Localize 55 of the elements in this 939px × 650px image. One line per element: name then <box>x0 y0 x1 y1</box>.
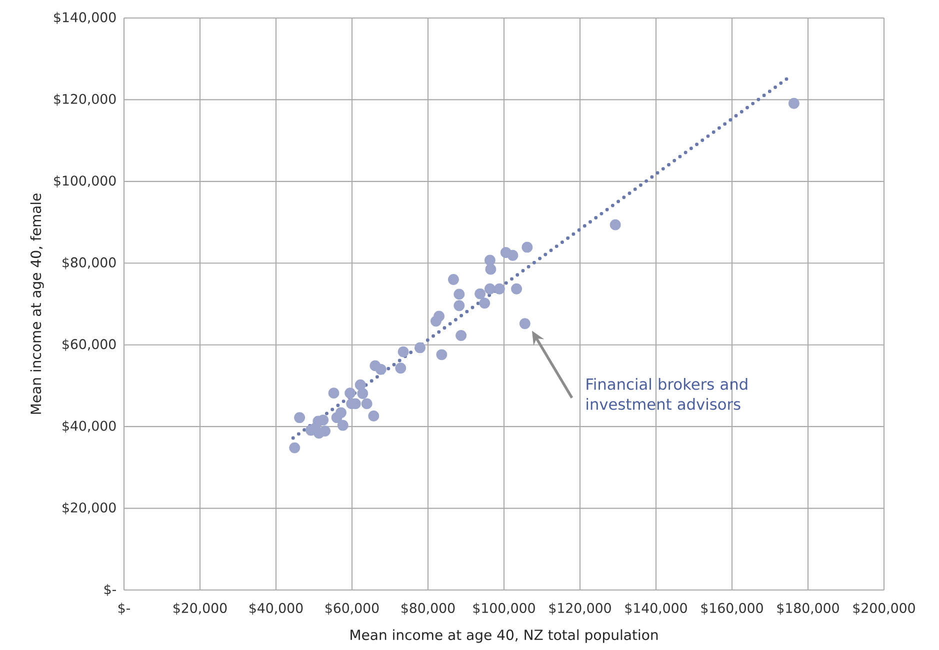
point <box>357 388 368 399</box>
point <box>336 407 346 418</box>
point <box>456 330 467 341</box>
x-tick-label: $60,000 <box>326 602 379 615</box>
y-tick-label: $100,000 <box>54 175 116 188</box>
point <box>395 362 406 374</box>
point <box>375 364 386 375</box>
point <box>294 412 306 424</box>
point <box>485 264 496 275</box>
x-tick-label: $100,000 <box>473 602 535 615</box>
point <box>344 388 356 399</box>
point <box>448 274 459 285</box>
y-tick-label: $60,000 <box>62 338 116 351</box>
point <box>368 410 380 422</box>
x-tick-label: $40,000 <box>250 602 303 615</box>
x-axis-title: Mean income at age 40, NZ total population <box>350 629 658 643</box>
y-tick-label: $80,000 <box>62 257 116 270</box>
y-tick-label: $20,000 <box>62 502 116 514</box>
x-tick-label: $140,000 <box>625 602 687 615</box>
x-tick-label: $180,000 <box>777 602 839 615</box>
point <box>519 318 530 330</box>
point <box>484 254 496 266</box>
point <box>454 288 465 300</box>
point <box>479 298 490 309</box>
x-tick-label: $80,000 <box>402 602 455 615</box>
y-tick-label: $40,000 <box>62 420 116 433</box>
point <box>320 426 330 437</box>
point <box>522 242 533 253</box>
point <box>361 398 372 410</box>
point <box>511 283 522 294</box>
point <box>454 300 465 312</box>
point <box>474 288 486 300</box>
x-tick-label: $- <box>118 602 130 615</box>
x-tick-label: $20,000 <box>174 602 227 615</box>
point <box>328 388 340 399</box>
y-tick-label: $140,000 <box>54 12 116 24</box>
point <box>414 342 426 354</box>
point <box>398 346 409 358</box>
x-tick-label: $120,000 <box>549 602 611 615</box>
point <box>436 349 448 360</box>
point <box>484 283 496 294</box>
point <box>610 219 621 230</box>
point <box>337 420 348 431</box>
y-tick-label: $120,000 <box>54 94 116 106</box>
point <box>494 283 505 294</box>
y-tick-label: $- <box>104 584 116 596</box>
annotation: Financial brokers and investment advisors <box>586 378 748 410</box>
point <box>788 98 800 109</box>
y-axis-title: Mean income at age 40, female <box>30 194 44 414</box>
point <box>289 442 300 454</box>
point <box>354 379 366 390</box>
point <box>507 250 518 261</box>
x-tick-label: $160,000 <box>701 602 763 615</box>
point <box>434 310 444 322</box>
x-tick-label: $200,000 <box>853 602 915 615</box>
